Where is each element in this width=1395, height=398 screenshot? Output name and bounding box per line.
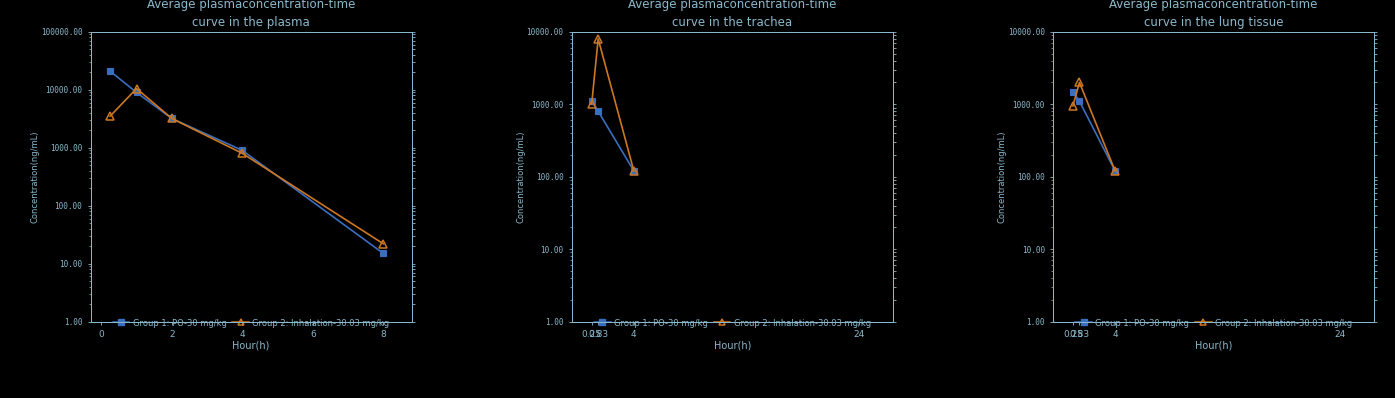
X-axis label: Hour(h): Hour(h): [233, 340, 269, 350]
Legend: Group 1: PO-30 mg/kg, Group 2: Inhalation-30.03 mg/kg: Group 1: PO-30 mg/kg, Group 2: Inhalatio…: [594, 318, 870, 328]
Title: Average plasmaconcentration-time
curve in the lung tissue: Average plasmaconcentration-time curve i…: [1109, 0, 1318, 29]
X-axis label: Hour(h): Hour(h): [714, 340, 751, 350]
Legend: Group 1: PO-30 mg/kg, Group 2: Inhalation-30.03 mg/kg: Group 1: PO-30 mg/kg, Group 2: Inhalatio…: [113, 318, 389, 328]
Title: Average plasmaconcentration-time
curve in the trachea: Average plasmaconcentration-time curve i…: [628, 0, 837, 29]
Y-axis label: Concentration(ng/mL): Concentration(ng/mL): [516, 131, 526, 223]
Y-axis label: Concentration(ng/mL): Concentration(ng/mL): [997, 131, 1007, 223]
Y-axis label: Concentration(ng/mL): Concentration(ng/mL): [31, 131, 39, 223]
X-axis label: Hour(h): Hour(h): [1196, 340, 1232, 350]
Legend: Group 1: PO-30 mg/kg, Group 2: Inhalation-30.03 mg/kg: Group 1: PO-30 mg/kg, Group 2: Inhalatio…: [1076, 318, 1352, 328]
Title: Average plasmaconcentration-time
curve in the plasma: Average plasmaconcentration-time curve i…: [146, 0, 356, 29]
